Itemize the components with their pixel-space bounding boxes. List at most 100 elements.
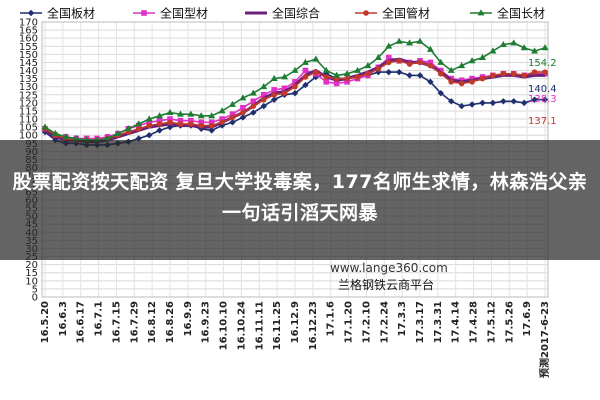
data-point [531,69,538,75]
data-point [27,9,35,17]
legend-label: 全国板材 [47,6,95,21]
data-point [124,125,132,132]
data-point [229,114,236,121]
data-point [510,98,517,105]
x-tick-label: 17.3.3 [397,301,408,336]
data-point [479,53,486,60]
data-point [250,109,257,116]
data-point [469,75,475,82]
legend-label: 全国管材 [382,6,430,21]
y-tick-label: 10 [25,276,38,287]
data-point [208,119,215,126]
data-point [323,79,330,85]
data-point [62,133,70,140]
data-point [281,90,288,96]
data-point [333,71,341,78]
legend: 全国板材 全国型材 全国综合 全国管材 全国长材 [20,6,545,21]
x-tick-label: 预测2017-6-23 [538,301,551,378]
data-point [271,87,277,93]
x-tick-label: 16.8.12 [147,301,158,343]
x-tick-label: 16.7.15 [111,301,122,343]
y-tick-label: 5 [32,284,38,295]
data-point [135,120,143,127]
data-point [426,45,434,52]
legend-entry: 全国管材 [355,6,430,21]
data-point [72,134,80,141]
data-point [240,104,246,111]
data-point [354,66,361,73]
data-point [479,75,486,82]
data-point [541,44,549,51]
headline-banner [0,140,600,260]
x-tick-label: 17.1.20 [344,301,355,343]
data-point [364,61,372,69]
data-point [41,123,49,130]
x-tick-label: 16.7.1 [94,301,105,336]
x-tick-label: 17.3.17 [415,301,426,343]
x-tick-label: 16.9.23 [201,301,212,343]
data-point [531,96,538,103]
y-tick-label: 150 [19,50,38,61]
data-point [416,72,424,79]
data-point [479,99,486,107]
headline-text: 股票配资按天配资 复旦大学投毒案，177名师生求情，林森浩父亲一句话引滔天网暴 [12,171,588,224]
data-point [427,59,434,66]
series-lines [41,37,549,149]
end-value-label: 140.4 [528,84,557,95]
data-point [145,115,153,122]
x-tick-label: 16.11.11 [254,301,265,350]
data-point [406,72,413,79]
data-point [520,44,528,51]
legend-entry: 全国综合 [245,6,320,21]
data-point [542,69,548,75]
data-point [499,40,507,48]
watermark-platform: 兰格钢铁云商平台 [338,277,434,292]
x-tick-label: 16.12.9 [290,301,301,343]
data-point [135,125,142,132]
data-point [490,72,496,79]
data-point [271,91,277,98]
legend-entry: 全国型材 [133,6,208,21]
data-point [468,57,476,64]
data-point [292,83,298,90]
end-value-label: 138.3 [528,94,557,105]
data-point [427,62,434,69]
data-point [167,119,173,126]
data-point [395,68,403,76]
y-tick-label: 140 [19,66,38,77]
y-tick-label: 130 [19,82,38,93]
data-point [249,89,257,96]
data-point [385,42,393,49]
data-point [302,67,309,74]
data-point [469,79,475,85]
data-point [343,70,351,77]
y-tick-label: 115 [19,106,38,117]
data-point [291,89,299,97]
y-tick-label: 0 [32,293,38,304]
data-point [385,68,392,76]
series-5 [41,37,549,143]
data-point [344,79,350,85]
y-tick-label: 170 [19,18,38,29]
data-point [354,74,361,80]
x-tick-label: 17.4.28 [469,301,480,343]
series-4 [42,58,548,143]
end-value-label: 154.2 [528,58,557,69]
x-tick-label: 16.5.20 [40,301,51,343]
data-point [156,117,163,124]
data-point [156,121,163,127]
data-point [375,66,382,72]
data-point [156,112,164,119]
data-point [219,116,225,122]
x-tick-label: 17.1.6 [326,301,337,336]
data-point [323,74,330,80]
y-tick-label: 145 [19,58,38,69]
data-point [489,99,497,107]
data-point [437,89,445,97]
y-tick-label: 165 [19,26,38,37]
data-point [510,70,517,77]
data-point [166,123,174,131]
data-point [141,10,147,16]
data-point [51,129,59,137]
